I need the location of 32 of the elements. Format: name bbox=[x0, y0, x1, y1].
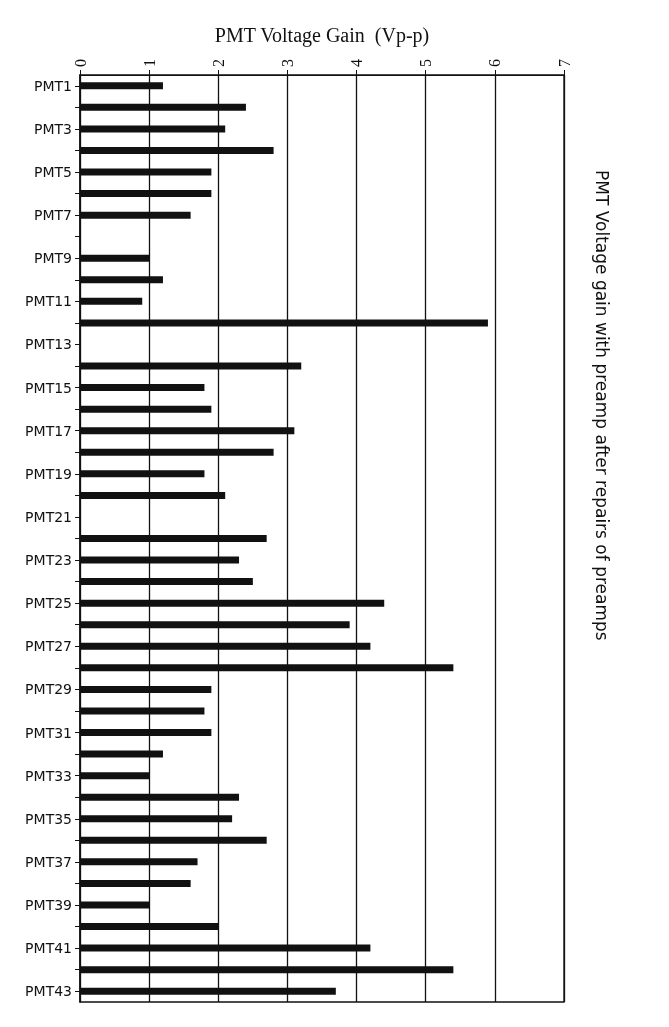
y-tick-label: PMT39 bbox=[25, 896, 72, 913]
y-tick-label: PMT17 bbox=[25, 422, 72, 439]
x-tick-label: 4 bbox=[348, 59, 366, 67]
x-tick-label: 5 bbox=[417, 59, 435, 67]
y-tick-label: PMT5 bbox=[34, 164, 72, 181]
y-tick-label: PMT15 bbox=[25, 379, 72, 396]
text: PMT Voltage gain with preamp after repairs of preamps bbox=[591, 170, 612, 641]
y-tick-label: PMT23 bbox=[25, 552, 72, 569]
x-tick-label: 3 bbox=[278, 59, 296, 67]
x-tick-label: 1 bbox=[140, 59, 158, 67]
y-tick-label: PMT43 bbox=[25, 983, 72, 1000]
y-tick-label: PMT21 bbox=[25, 508, 72, 525]
y-tick-label: PMT3 bbox=[34, 120, 72, 137]
x-tick-label: 0 bbox=[71, 59, 89, 67]
x-axis-title: PMT Voltage Gain (Vp-p) bbox=[214, 24, 430, 47]
x-tick-label: 7 bbox=[555, 59, 573, 67]
y-tick-label: PMT13 bbox=[25, 336, 72, 353]
y-tick-label: PMT37 bbox=[25, 853, 72, 870]
y-tick-label: PMT25 bbox=[25, 595, 72, 612]
x-tick-label: 2 bbox=[209, 59, 227, 67]
y-tick-label: PMT41 bbox=[25, 940, 72, 957]
y-tick-label: PMT19 bbox=[25, 465, 72, 482]
y-tick-label: PMT7 bbox=[34, 207, 72, 224]
y-tick-label: PMT29 bbox=[25, 681, 72, 698]
y-tick-label: PMT11 bbox=[25, 293, 72, 310]
y-tick-label: PMT33 bbox=[25, 767, 72, 784]
y-tick-label: PMT27 bbox=[25, 638, 72, 655]
y-tick-label: PMT9 bbox=[34, 250, 72, 267]
y-tick-label: PMT1 bbox=[34, 77, 72, 94]
y-tick-label: PMT35 bbox=[25, 810, 72, 827]
x-tick-label: 6 bbox=[486, 59, 504, 67]
y-tick-label: PMT31 bbox=[25, 724, 72, 741]
